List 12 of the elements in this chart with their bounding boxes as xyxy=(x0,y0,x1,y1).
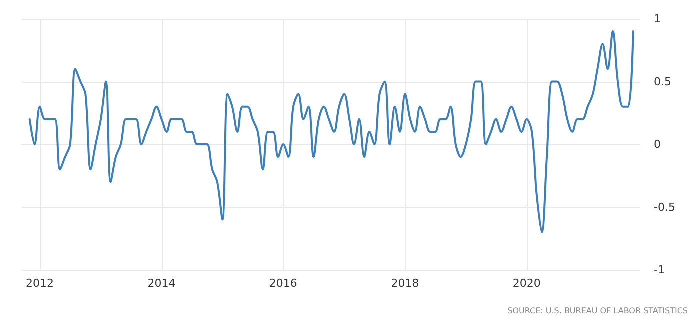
x-tick-label: 2014 xyxy=(148,277,176,290)
source-note: SOURCE: U.S. BUREAU OF LABOR STATISTICS xyxy=(508,306,688,316)
x-tick-label: 2012 xyxy=(26,277,54,290)
y-tick-label: 0.5 xyxy=(654,75,672,88)
x-tick-label: 2018 xyxy=(391,277,420,290)
y-tick-label: 0 xyxy=(654,138,661,151)
x-tick-label: 2020 xyxy=(512,277,541,290)
y-tick-label: 1 xyxy=(654,12,661,26)
y-tick-label: -1 xyxy=(654,264,665,276)
y-tick-label: -0.5 xyxy=(654,200,676,214)
x-tick-label: 2016 xyxy=(269,277,298,290)
line-series xyxy=(28,30,634,234)
